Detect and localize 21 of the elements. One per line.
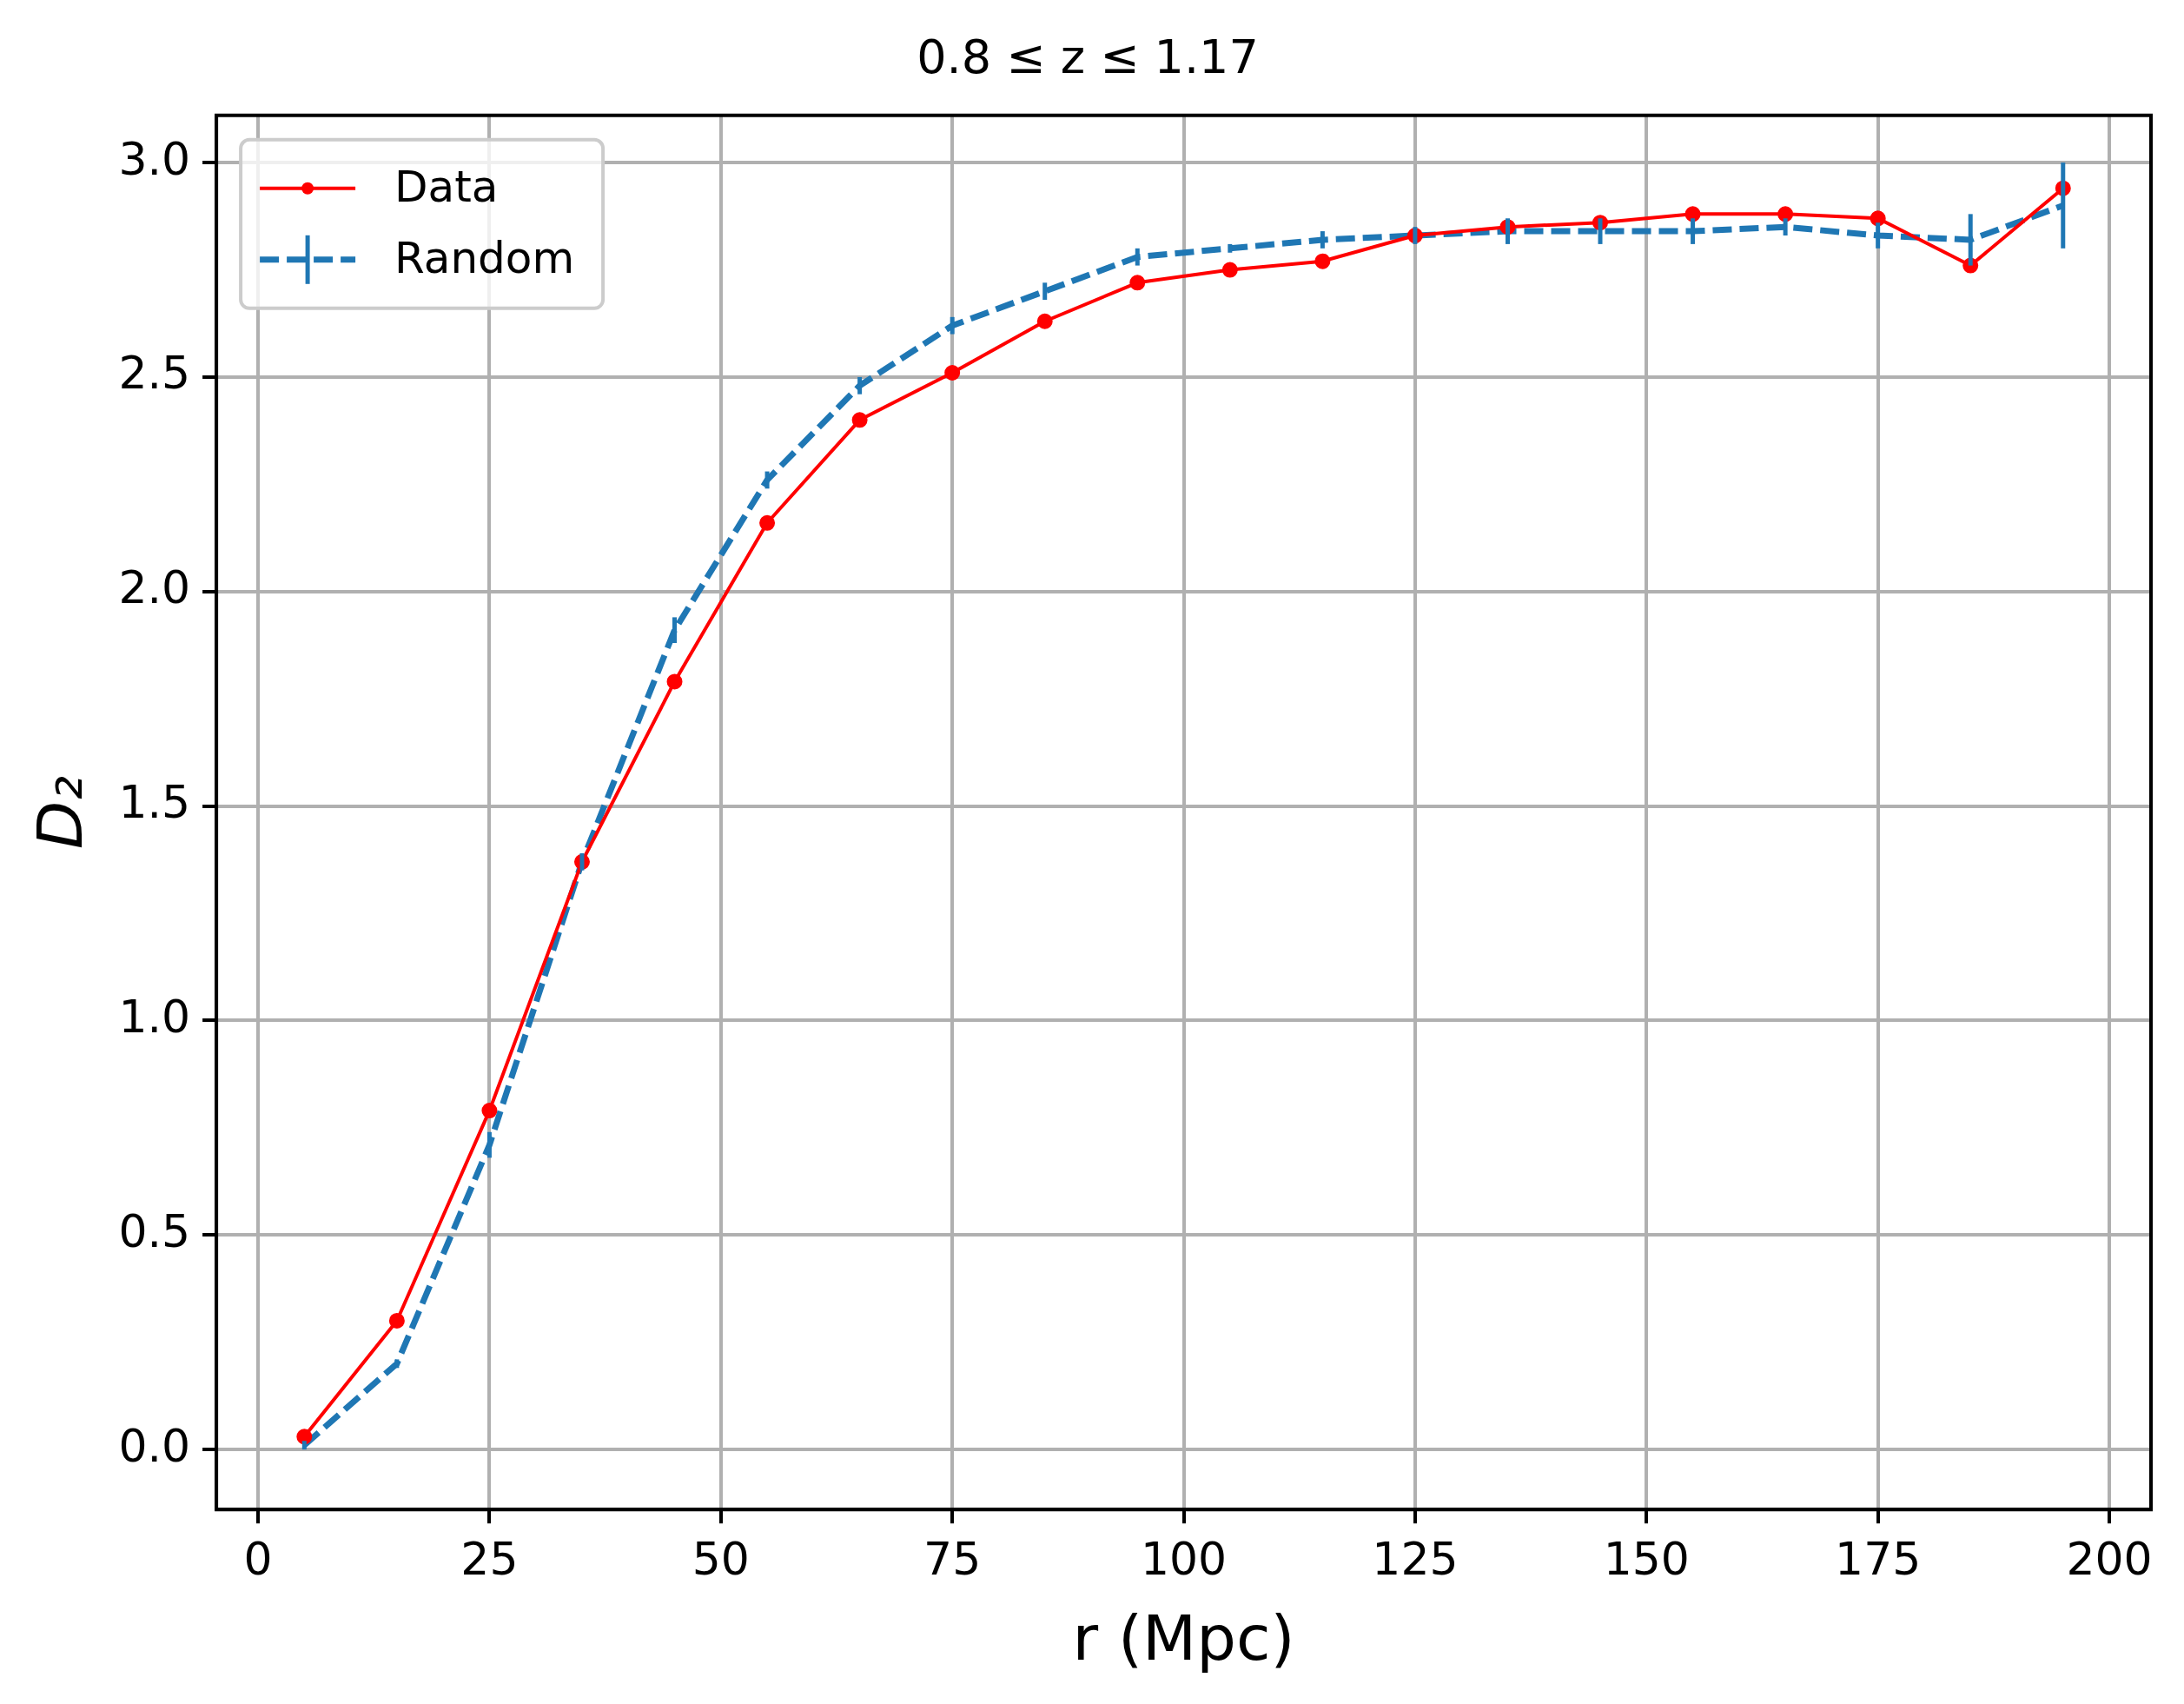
- x-axis-title: r (Mpc): [1072, 1601, 1295, 1674]
- x-tick-label: 75: [923, 1532, 982, 1585]
- chart-title: 0.8 ≤ z ≤ 1.17: [917, 30, 1259, 85]
- x-tick-label: 150: [1603, 1532, 1690, 1585]
- y-tick-label: 2.0: [118, 561, 191, 614]
- y-axis-title: D₂: [23, 775, 96, 850]
- x-tick-label: 0: [243, 1532, 273, 1585]
- x-tick-label: 100: [1140, 1532, 1228, 1585]
- y-tick-label: 0.5: [118, 1204, 191, 1257]
- legend-label: Random: [394, 232, 575, 283]
- y-tick-label: 0.0: [118, 1419, 191, 1472]
- y-tick-label: 2.5: [118, 347, 191, 400]
- x-tick-label: 175: [1835, 1532, 1922, 1585]
- y-tick-label: 1.0: [118, 990, 191, 1043]
- legend-label: Data: [394, 161, 499, 212]
- x-tick-label: 50: [692, 1532, 750, 1585]
- y-tick-label: 1.5: [118, 776, 191, 829]
- y-tick-label: 3.0: [118, 132, 191, 185]
- x-tick-label: 125: [1372, 1532, 1459, 1585]
- x-tick-label: 200: [2066, 1532, 2153, 1585]
- x-tick-label: 25: [460, 1532, 519, 1585]
